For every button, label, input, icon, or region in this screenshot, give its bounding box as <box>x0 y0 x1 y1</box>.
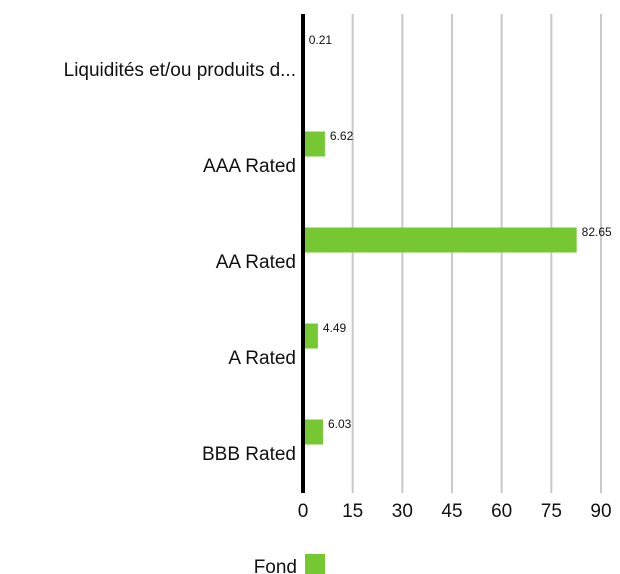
bar-3 <box>303 323 318 349</box>
data-labels: 0.21 6.62 82.65 4.49 6.03 <box>309 33 612 431</box>
x-tick-label-90: 90 <box>590 501 611 522</box>
category-label-4: BBB Rated <box>202 444 296 465</box>
bar-2 <box>303 227 577 253</box>
legend-swatch-fond <box>305 554 325 574</box>
data-label-0: 0.21 <box>309 33 333 47</box>
x-tick-label-75: 75 <box>541 501 562 522</box>
bar-4 <box>303 419 323 445</box>
x-tick-label-45: 45 <box>441 501 462 522</box>
data-label-3: 4.49 <box>323 321 347 335</box>
x-tick-labels: 0 15 30 45 60 75 90 <box>298 501 612 522</box>
bars <box>303 35 577 445</box>
grid-lines <box>351 14 602 493</box>
legend-label-fond: Fond <box>254 557 297 574</box>
category-label-3: A Rated <box>228 348 296 369</box>
data-label-1: 6.62 <box>330 129 354 143</box>
legend: Fond <box>254 554 325 574</box>
data-label-2: 82.65 <box>582 225 612 239</box>
data-label-4: 6.03 <box>328 417 352 431</box>
x-tick-label-30: 30 <box>392 501 413 522</box>
x-tick-label-15: 15 <box>342 501 363 522</box>
x-tick-label-0: 0 <box>298 501 309 522</box>
x-tick-label-60: 60 <box>491 501 512 522</box>
category-label-2: AA Rated <box>216 252 296 273</box>
category-labels: Liquidités et/ou produits d... AAA Rated A… <box>64 60 296 465</box>
category-label-0: Liquidités et/ou produits d... <box>64 60 296 81</box>
category-label-1: AAA Rated <box>203 156 296 177</box>
bar-1 <box>303 131 325 157</box>
